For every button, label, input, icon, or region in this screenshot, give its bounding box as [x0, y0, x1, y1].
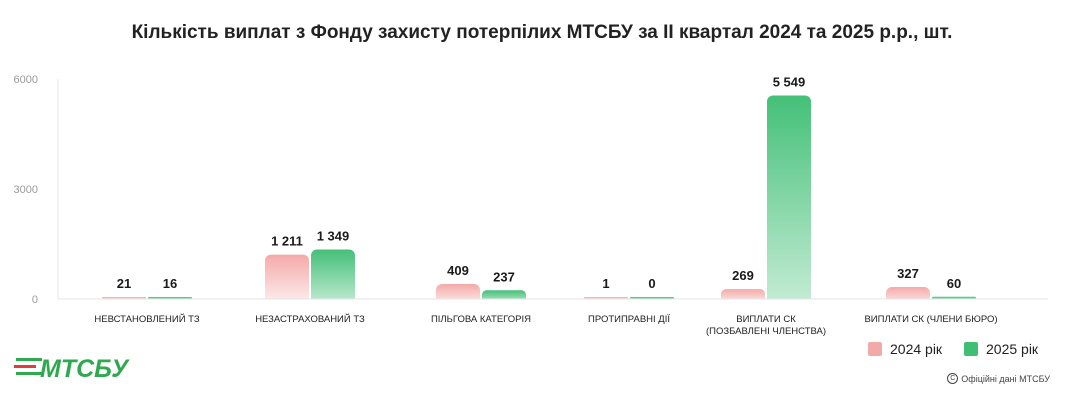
- data-label: 1 349: [317, 229, 350, 244]
- data-label: 269: [732, 268, 754, 283]
- chart-title: Кількість виплат з Фонду захисту потерпі…: [131, 22, 953, 43]
- svg-text:МТСБУ: МТСБУ: [40, 355, 130, 382]
- y-tick-label: 6000: [14, 74, 38, 86]
- source-text: Офіційні дані МТСБУ: [961, 373, 1050, 384]
- bar-chart: 0 3000 6000 21 1 211 409 1 269 327 16 1 349 237 0 5 …: [14, 74, 1048, 337]
- legend-swatch-2025: [964, 342, 978, 356]
- data-label: 327: [897, 266, 919, 281]
- x-category-label: НЕЗАСТРАХОВАНИЙ ТЗ: [255, 313, 365, 325]
- x-category-label: НЕВСТАНОВЛЕНИЙ ТЗ: [94, 313, 199, 325]
- bar-2025: [767, 95, 811, 305]
- data-label: 60: [947, 276, 961, 291]
- copyright-icon: C: [947, 373, 959, 384]
- data-label: 1: [602, 276, 609, 291]
- mtsbu-logo: МТСБУ: [14, 355, 130, 382]
- legend-item-2025: 2025 рік: [964, 339, 1038, 359]
- source-note: C Офіційні дані МТСБУ: [947, 373, 1050, 384]
- legend-swatch-2024: [868, 342, 882, 356]
- x-category-label: ВИПЛАТИ СК (ЧЛЕНИ БЮРО): [864, 314, 997, 325]
- y-tick-label: 0: [32, 294, 38, 306]
- data-label: 5 549: [773, 75, 806, 90]
- legend-label-2024: 2024 рік: [890, 341, 943, 357]
- legend-item-2024: 2024 рік: [868, 339, 942, 359]
- data-label: 237: [493, 269, 515, 284]
- data-label: 16: [163, 276, 177, 291]
- x-category-label: ПІЛЬГОВА КАТЕГОРІЯ: [431, 314, 531, 325]
- y-tick-label: 3000: [14, 184, 38, 196]
- x-category-label: ПРОТИПРАВНІ ДІЇ: [588, 314, 670, 325]
- x-category-label: ВИПЛАТИ СК (ПОЗБАВЛЕНІ ЧЛЕНСТВА): [706, 314, 826, 337]
- legend-label-2025: 2025 рік: [986, 341, 1039, 357]
- data-label: 0: [648, 276, 655, 291]
- bar-2024: [265, 254, 309, 305]
- bar-2025: [311, 249, 355, 305]
- data-label: 1 211: [271, 234, 303, 249]
- baseline-mask: [59, 299, 1048, 310]
- data-label: 21: [117, 276, 131, 291]
- data-label: 409: [447, 263, 469, 278]
